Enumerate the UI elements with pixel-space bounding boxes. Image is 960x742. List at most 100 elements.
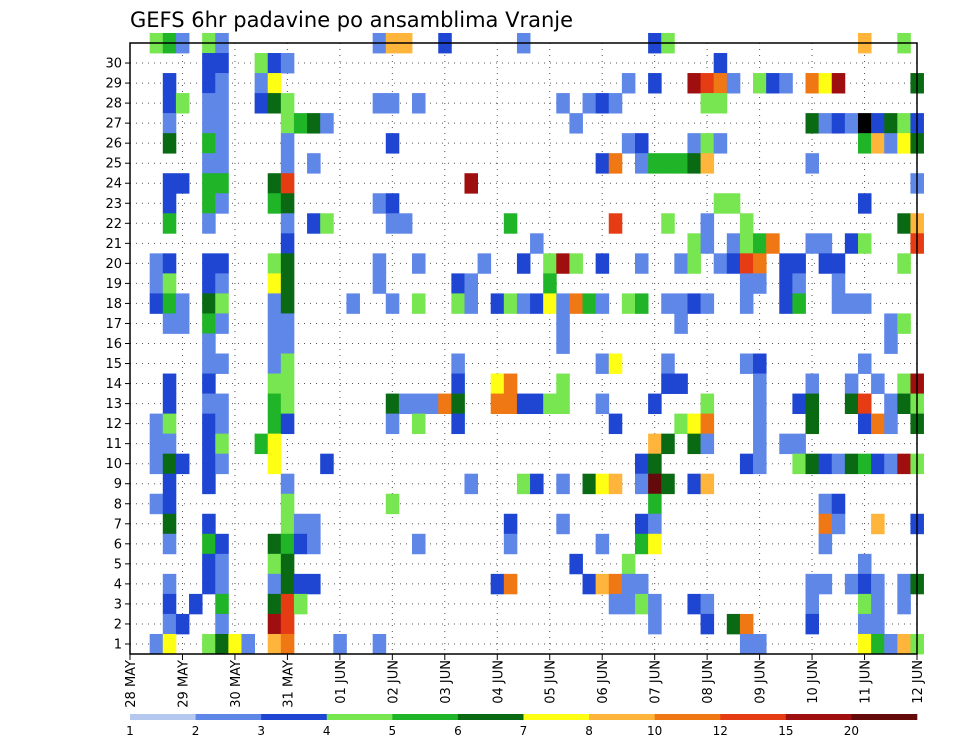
heatmap-cell	[805, 413, 820, 435]
heatmap-cell	[202, 373, 216, 394]
heatmap-cell	[897, 113, 911, 134]
heatmap-cell	[648, 493, 662, 515]
heatmap-cell	[634, 593, 649, 615]
heatmap-cell	[556, 513, 570, 535]
heatmap-cells	[149, 32, 924, 655]
heatmap-cell	[753, 373, 767, 394]
heatmap-cell	[884, 393, 898, 414]
heatmap-cell	[464, 473, 478, 495]
heatmap-cell	[713, 53, 728, 74]
y-tick-label: 1	[114, 637, 122, 652]
heatmap-cell	[451, 353, 465, 374]
heatmap-cell	[818, 233, 833, 254]
heatmap-cell	[162, 313, 177, 334]
heatmap-cell	[831, 513, 846, 535]
heatmap-cell	[162, 493, 177, 515]
heatmap-cell	[700, 73, 715, 94]
heatmap-cell	[215, 153, 229, 174]
heatmap-cell	[831, 253, 846, 274]
heatmap-cell	[739, 353, 754, 374]
heatmap-cell	[621, 293, 636, 314]
heatmap-cell	[490, 573, 505, 595]
heatmap-cell	[844, 373, 859, 394]
legend-label: 2	[192, 724, 200, 738]
heatmap-cell	[162, 593, 177, 615]
heatmap-cell	[280, 513, 295, 535]
heatmap-cell	[726, 253, 741, 274]
heatmap-cell	[241, 633, 256, 655]
legend-label: 6	[454, 724, 462, 738]
heatmap-cell	[162, 513, 177, 535]
heatmap-cell	[412, 253, 426, 274]
x-tick-label: 28 MAY	[124, 660, 139, 708]
heatmap-cell	[608, 153, 623, 174]
heatmap-cell	[149, 493, 164, 515]
heatmap-cell	[293, 573, 308, 595]
heatmap-cell	[648, 73, 662, 94]
heatmap-cell	[385, 293, 400, 314]
heatmap-cell	[897, 393, 911, 414]
heatmap-cell	[543, 273, 557, 294]
x-tick-label: 03 JUN	[439, 660, 454, 704]
heatmap-cell	[412, 413, 426, 435]
heatmap-cell	[320, 113, 334, 134]
heatmap-cell	[779, 73, 793, 94]
heatmap-cell	[792, 433, 806, 455]
heatmap-cell	[254, 73, 269, 94]
heatmap-cell	[608, 593, 623, 615]
heatmap-cell	[687, 73, 701, 94]
heatmap-cell	[162, 393, 177, 414]
heatmap-cell	[844, 233, 859, 254]
legend-color-swatch	[261, 714, 328, 720]
heatmap-cell	[648, 473, 662, 495]
heatmap-cell	[385, 133, 400, 154]
heatmap-cell	[648, 153, 662, 174]
heatmap-cell	[215, 313, 229, 334]
legend-color-swatch	[130, 714, 196, 720]
heatmap-cell	[202, 413, 216, 435]
heatmap-cell	[674, 253, 688, 274]
y-tick-label: 28	[105, 97, 122, 112]
heatmap-cell	[884, 453, 898, 475]
heatmap-cell	[280, 313, 295, 334]
heatmap-cell	[871, 133, 885, 154]
heatmap-cell	[503, 213, 518, 234]
x-tick-label: 01 JUN	[334, 660, 349, 704]
heatmap-cell	[857, 413, 872, 435]
heatmap-cell	[280, 233, 295, 254]
heatmap-cell	[372, 253, 387, 274]
heatmap-cell	[687, 433, 701, 455]
heatmap-cell	[608, 473, 623, 495]
heatmap-cell	[202, 153, 216, 174]
heatmap-cell	[333, 633, 347, 655]
heatmap-cell	[779, 273, 793, 294]
heatmap-cell	[149, 413, 164, 435]
heatmap-cell	[490, 293, 505, 314]
heatmap-cell	[857, 193, 872, 214]
heatmap-cell	[162, 133, 177, 154]
heatmap-cell	[215, 413, 229, 435]
x-tick-label: 08 JUN	[701, 660, 716, 704]
x-tick-label: 10 JUN	[806, 660, 821, 704]
heatmap-cell	[385, 193, 400, 214]
heatmap-cell	[215, 533, 229, 555]
heatmap-cell	[202, 433, 216, 455]
heatmap-cell	[661, 353, 675, 374]
heatmap-cell	[700, 613, 715, 635]
heatmap-cell	[700, 473, 715, 495]
legend-label: 15	[778, 724, 793, 738]
heatmap-cell	[267, 533, 282, 555]
y-tick-label: 29	[105, 77, 122, 92]
heatmap-cell	[516, 253, 531, 274]
heatmap-cell	[215, 173, 229, 194]
heatmap-cell	[162, 633, 177, 655]
heatmap-cell	[818, 253, 833, 274]
heatmap-cell	[320, 213, 334, 234]
plot-frame	[129, 42, 918, 655]
heatmap-cell	[608, 213, 623, 234]
heatmap-cell	[254, 93, 269, 114]
heatmap-cell	[857, 593, 872, 615]
heatmap-cell	[648, 393, 662, 414]
heatmap-cell	[280, 593, 295, 615]
heatmap-cell	[202, 533, 216, 555]
